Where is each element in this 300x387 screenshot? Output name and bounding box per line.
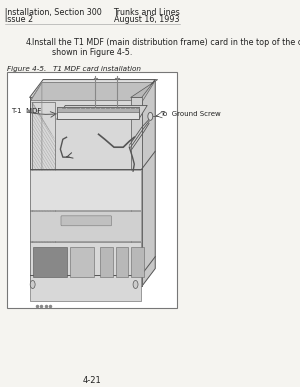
Polygon shape <box>31 82 154 101</box>
Text: T-1  MDF: T-1 MDF <box>11 108 41 115</box>
Text: Trunks and Lines: Trunks and Lines <box>113 8 180 17</box>
Text: To  Ground Screw: To Ground Screw <box>160 111 221 117</box>
Text: August 16, 1993: August 16, 1993 <box>114 15 180 24</box>
Text: Install the T1 MDF (main distribution frame) card in the top of the cabinet as
 : Install the T1 MDF (main distribution fr… <box>32 38 300 57</box>
Bar <box>8 72 177 308</box>
FancyBboxPatch shape <box>61 216 112 226</box>
Text: Figure 4-5.   T1 MDF card installation: Figure 4-5. T1 MDF card installation <box>8 66 141 72</box>
Text: Installation, Section 300: Installation, Section 300 <box>5 8 102 17</box>
Bar <box>30 242 141 301</box>
Bar <box>33 247 67 277</box>
Bar <box>100 247 113 277</box>
Circle shape <box>30 281 35 288</box>
Circle shape <box>148 112 153 120</box>
Bar <box>30 211 141 241</box>
Text: 4.: 4. <box>26 38 33 47</box>
Bar <box>32 103 56 283</box>
Bar <box>116 247 128 277</box>
Polygon shape <box>57 105 147 119</box>
Polygon shape <box>130 80 158 98</box>
Bar <box>30 170 141 210</box>
Bar <box>131 247 143 277</box>
Polygon shape <box>57 108 139 119</box>
Polygon shape <box>130 98 142 286</box>
Bar <box>57 108 139 112</box>
Circle shape <box>44 264 48 270</box>
Text: Issue 2: Issue 2 <box>5 15 33 24</box>
Bar <box>70 247 94 277</box>
Circle shape <box>133 281 138 288</box>
Polygon shape <box>30 80 155 98</box>
Text: 4-21: 4-21 <box>83 376 102 385</box>
Polygon shape <box>30 98 142 286</box>
Polygon shape <box>142 80 155 286</box>
